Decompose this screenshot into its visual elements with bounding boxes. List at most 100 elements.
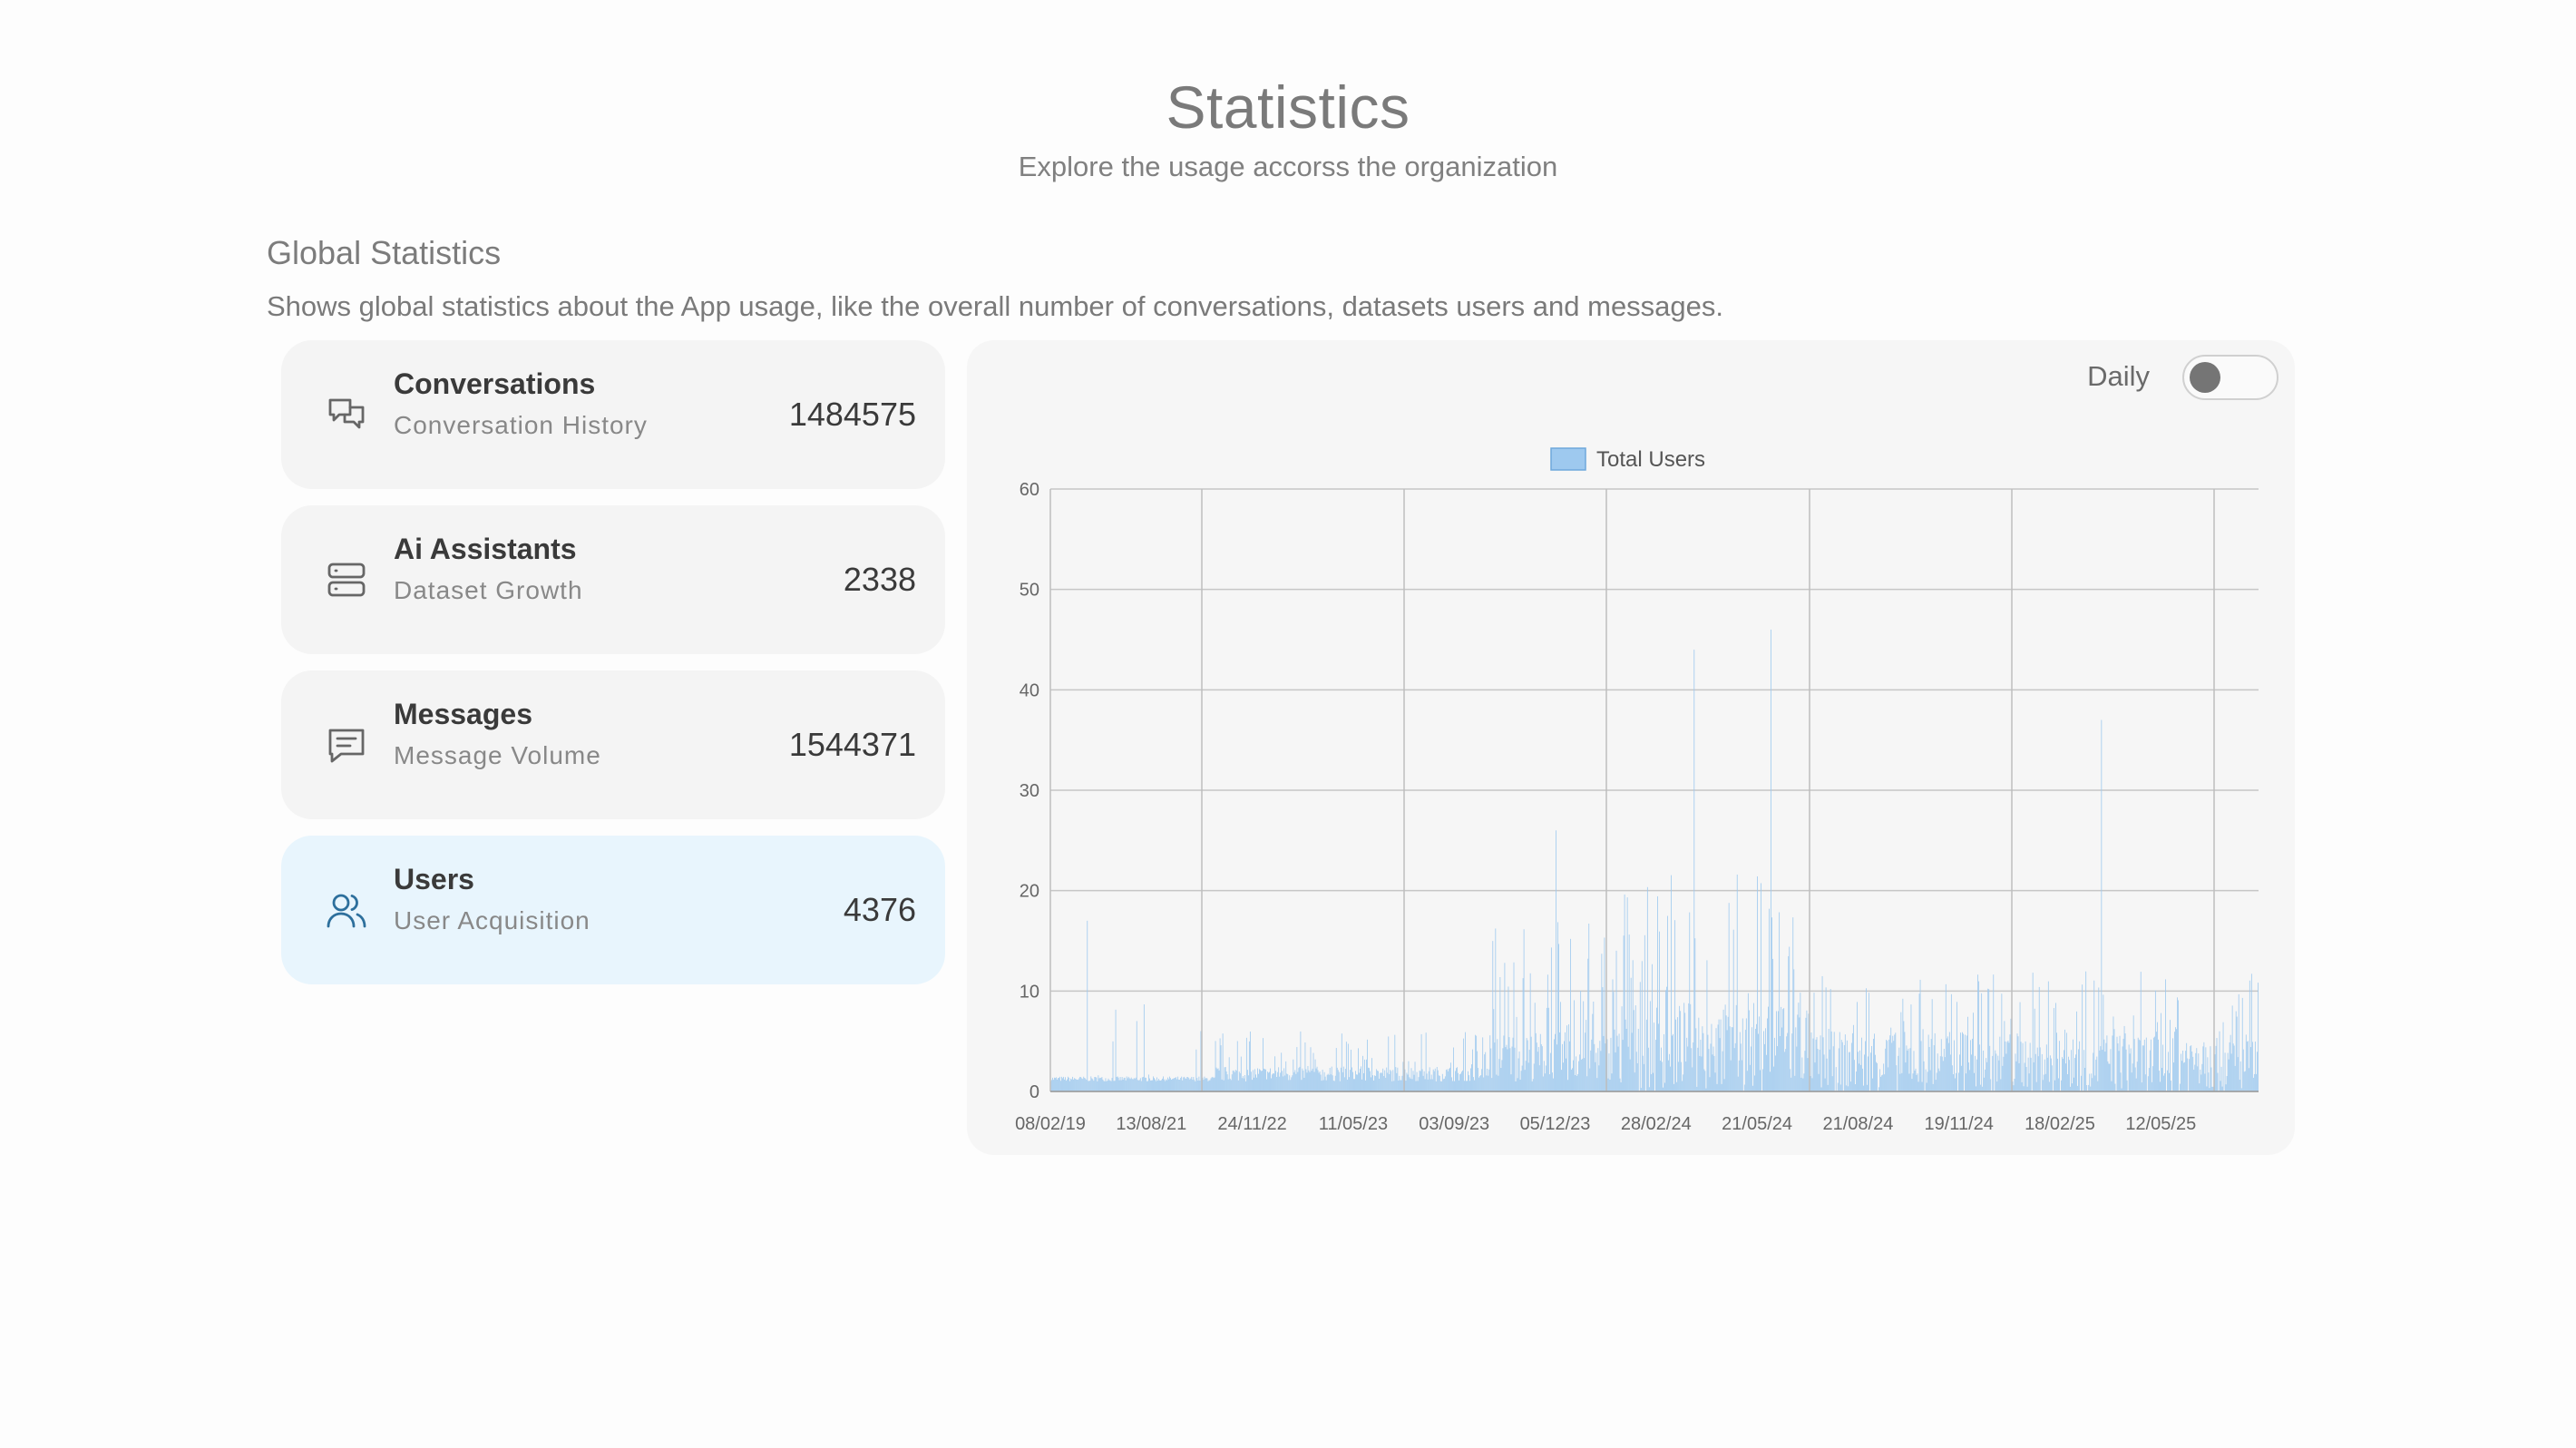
bar (2026, 1086, 2028, 1091)
bar (2028, 1073, 2030, 1091)
bar (1695, 1028, 1697, 1091)
bar (1822, 1037, 1824, 1091)
bar (1118, 1080, 1120, 1091)
bar (1555, 1033, 1556, 1091)
card-messages[interactable]: Messages Message Volume 1544371 (281, 670, 945, 819)
card-name: Users (394, 863, 474, 895)
bar (1199, 1080, 1201, 1091)
bar (1849, 1081, 1851, 1091)
bar (1319, 1071, 1321, 1091)
bar (1802, 1078, 1804, 1091)
bar (1768, 1006, 1769, 1091)
bar (1736, 874, 1738, 1091)
bar (1221, 1079, 1223, 1091)
bar (1249, 1031, 1251, 1091)
bar (1506, 1044, 1508, 1091)
bar (1483, 1077, 1485, 1091)
bar (1324, 1076, 1326, 1091)
bar (1159, 1080, 1160, 1091)
bar (1752, 1003, 1754, 1091)
bar (1147, 1081, 1148, 1091)
card-conversations[interactable]: Conversations Conversation History 14845… (281, 340, 945, 489)
y-tick-label: 0 (1029, 1082, 1039, 1102)
bar (1826, 1058, 1828, 1091)
bar (1552, 1078, 1554, 1091)
bar (2251, 1042, 2253, 1091)
bar (1301, 1080, 1303, 1091)
bar (1760, 1070, 1761, 1091)
bar (1528, 1050, 1530, 1091)
bar (1430, 1074, 1432, 1091)
bar (1462, 1070, 1463, 1091)
bar (1364, 1059, 1365, 1091)
bar (1376, 1069, 1378, 1091)
bar (2072, 1083, 2073, 1091)
daily-toggle[interactable] (2182, 355, 2278, 400)
bar (2249, 1047, 2251, 1091)
bar (1999, 1036, 2001, 1091)
bar (1270, 1068, 1271, 1091)
bar (2069, 1060, 2070, 1091)
bar (1619, 1078, 1621, 1091)
bar (1054, 1077, 1055, 1091)
bar (1743, 1084, 1745, 1091)
section-title: Global Statistics (267, 234, 502, 271)
card-value: 1484575 (788, 396, 916, 433)
bar (1820, 1087, 1822, 1091)
bar (2222, 1022, 2224, 1091)
bar (1255, 1074, 1256, 1091)
bar (1522, 978, 1524, 1091)
bar (1880, 1076, 1882, 1091)
bar (1277, 1071, 1279, 1091)
bar (1780, 1035, 1781, 1091)
bar (1940, 1039, 1942, 1091)
bar (2122, 1038, 2124, 1091)
bar (1892, 1035, 1894, 1091)
bar (1308, 1070, 1310, 1091)
bar (1378, 1071, 1380, 1091)
bar (2128, 1044, 2130, 1091)
bar (1908, 1073, 1910, 1091)
bar (1414, 1062, 1416, 1091)
bar (1517, 1058, 1519, 1091)
bar (2220, 1081, 2221, 1091)
bar (2058, 1078, 2059, 1091)
bar (1815, 1039, 1817, 1091)
card-ai-assistants[interactable]: Ai Assistants Dataset Growth 2338 (281, 505, 945, 654)
bar (2132, 1063, 2133, 1091)
bar (1877, 1062, 1878, 1091)
bar (2068, 1056, 2069, 1091)
bar (1402, 1062, 1404, 1091)
bar (2030, 1057, 2032, 1091)
bar (2182, 1051, 2184, 1091)
card-users[interactable]: Users User Acquisition 4376 (281, 836, 945, 984)
bar (1889, 1035, 1891, 1091)
bar (2175, 1027, 2176, 1091)
bar (1140, 1081, 1142, 1091)
bar (1078, 1078, 1080, 1091)
bar (1234, 1070, 1236, 1091)
bar (1071, 1079, 1073, 1091)
bar (2210, 1046, 2211, 1091)
y-tick-label: 30 (1020, 781, 1039, 801)
bar (2023, 1086, 2025, 1091)
bar (1192, 1080, 1194, 1091)
bar (1579, 1054, 1581, 1091)
bar (1788, 955, 1790, 1091)
bar (1590, 1050, 1592, 1091)
bar (1281, 1052, 1283, 1091)
bar (1796, 1046, 1798, 1091)
card-value: 2338 (843, 561, 916, 598)
bar (2255, 1073, 2257, 1091)
bar (1610, 1037, 1612, 1091)
bar (2243, 1071, 2245, 1091)
bar (1399, 1075, 1400, 1091)
bar (1746, 1071, 1748, 1091)
bar (2207, 1057, 2209, 1091)
bar (1825, 987, 1827, 1091)
bar (1362, 1055, 1363, 1091)
bar (2079, 1041, 2081, 1091)
bar (2049, 1055, 2051, 1091)
bar (1432, 1069, 1434, 1091)
bar (2084, 1068, 2086, 1091)
